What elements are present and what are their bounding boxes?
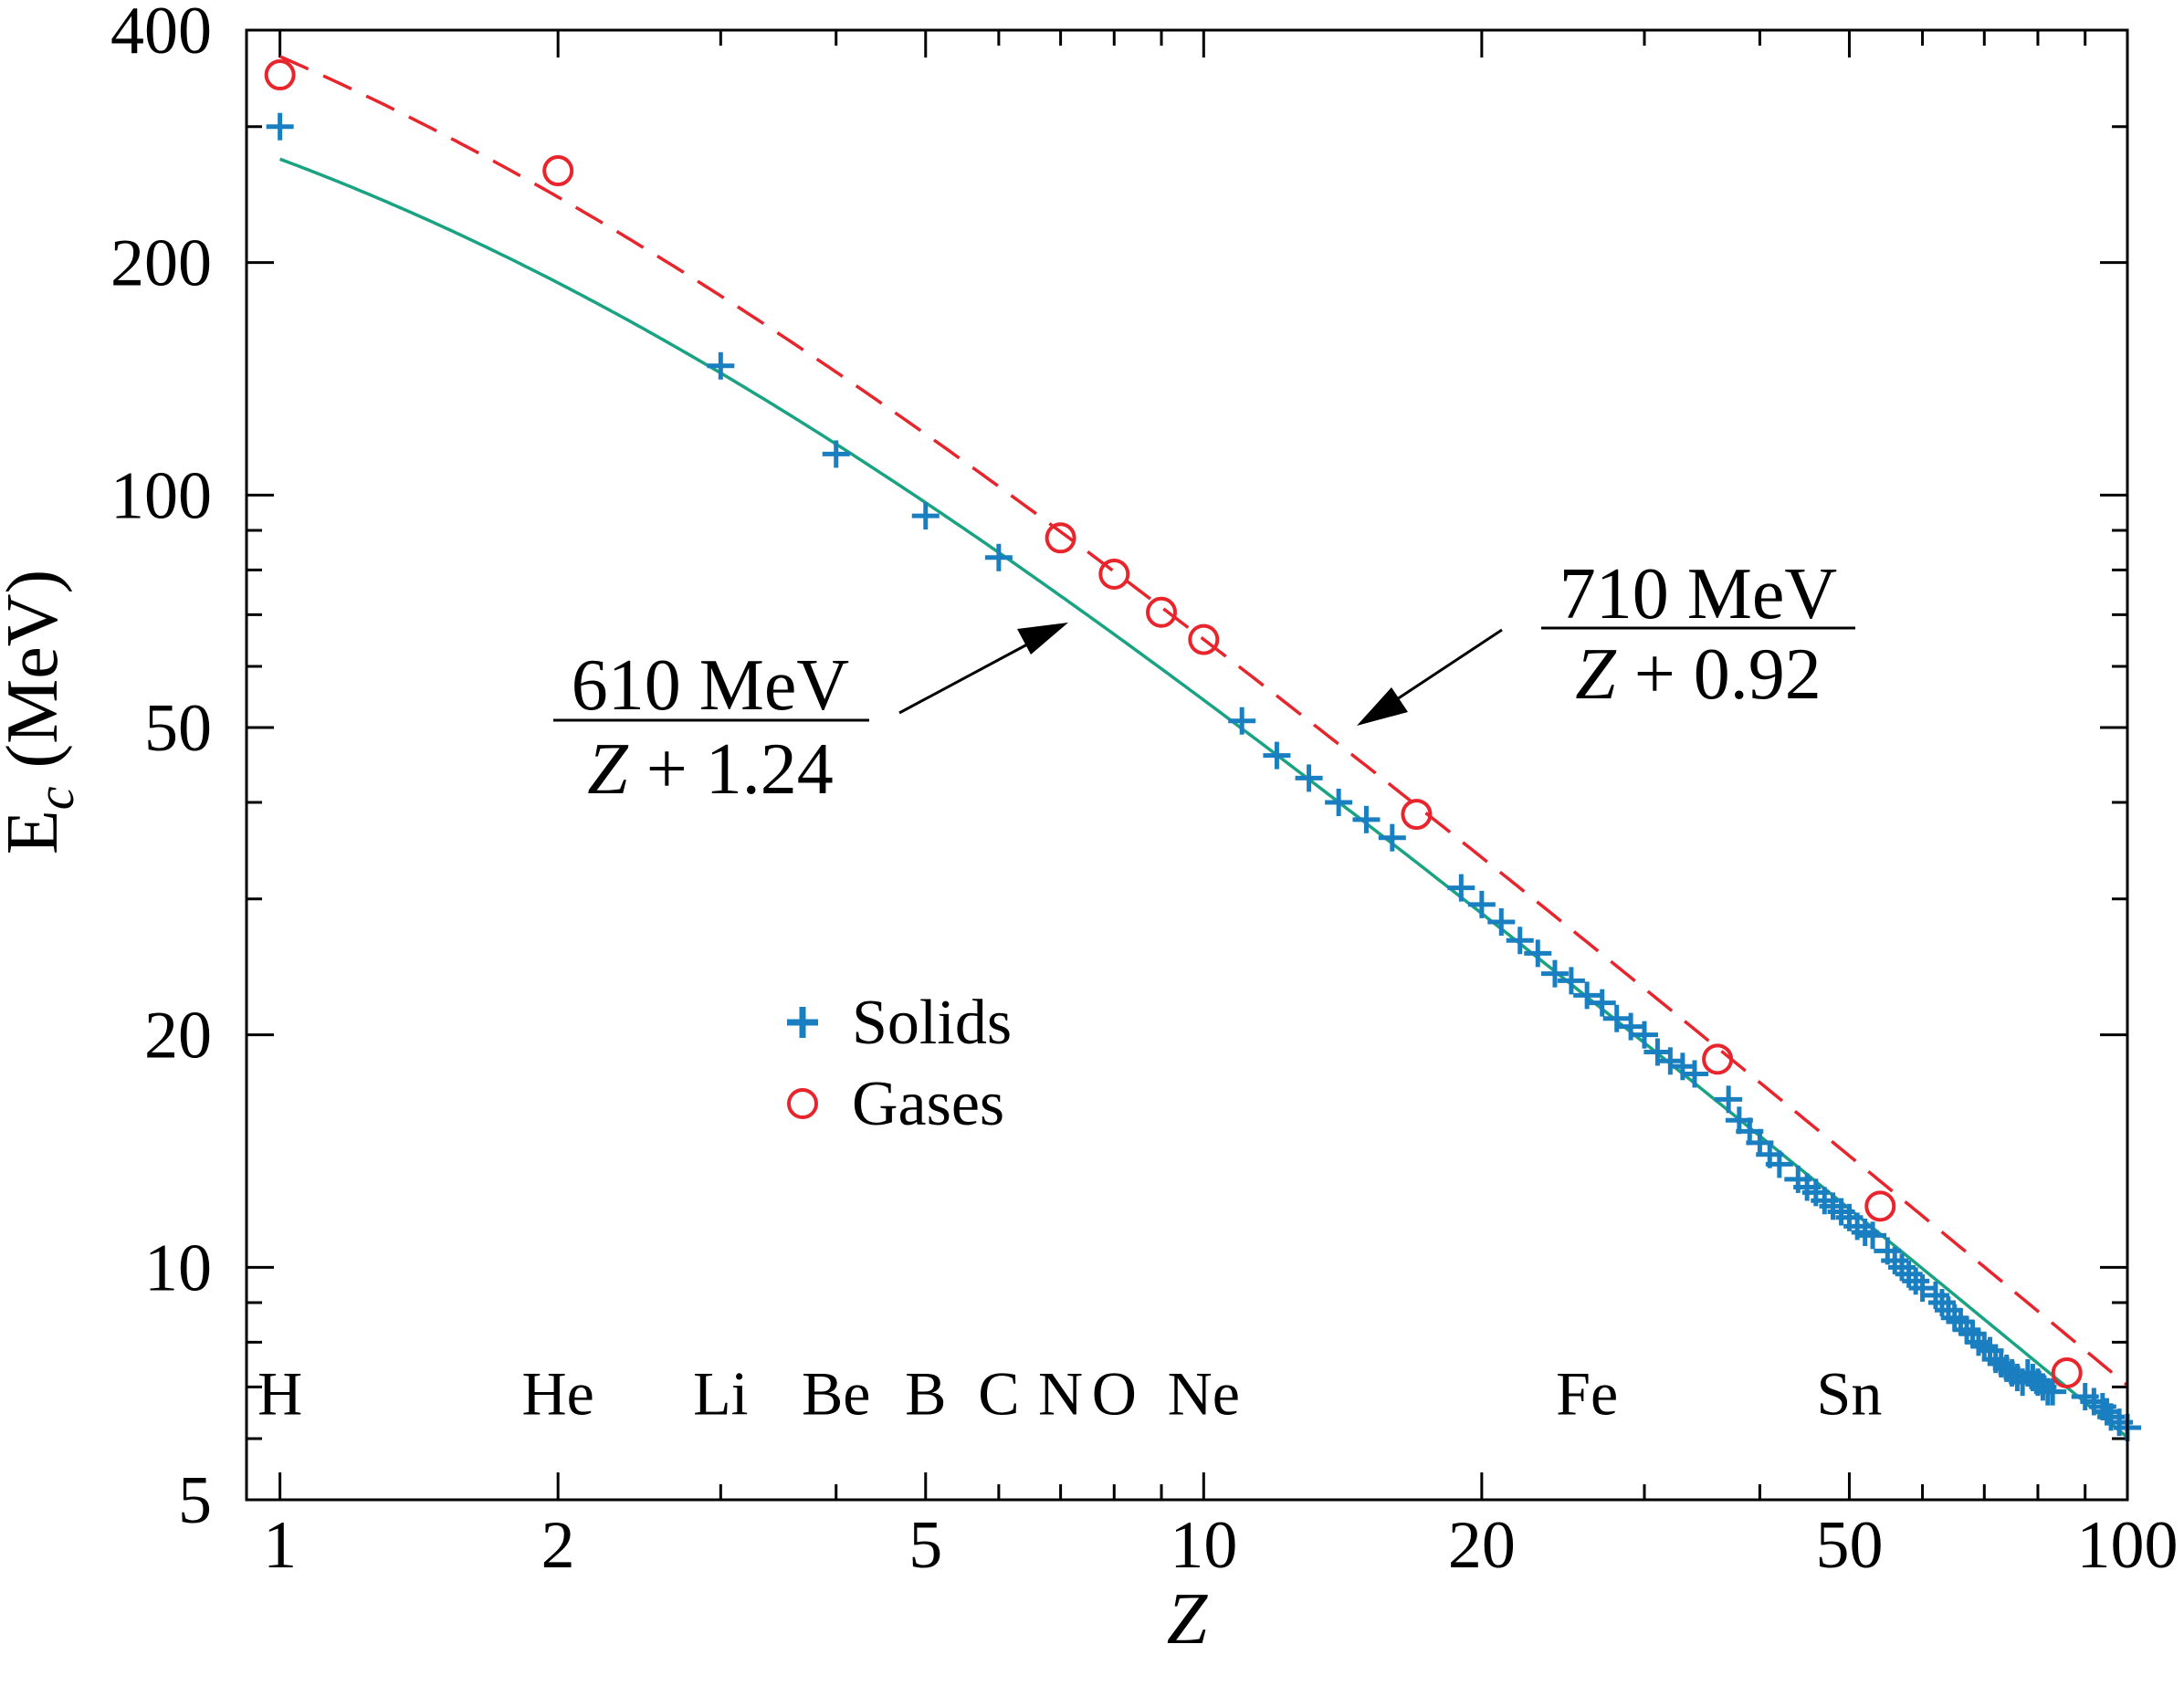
solids-point <box>984 543 1013 571</box>
solids-point <box>822 440 850 468</box>
element-label-be: Be <box>802 1359 871 1429</box>
tick-labels: 1 2 5 10 20 50 100 5 10 20 50 100 200 400 <box>110 0 2179 1583</box>
y-tick-label: 20 <box>144 999 212 1073</box>
x-tick-label: 100 <box>2077 1508 2179 1583</box>
y-tick-label: 400 <box>110 0 212 68</box>
gases-point <box>1188 623 1220 655</box>
solids-formula-denominator: Z + 1.24 <box>587 729 834 810</box>
x-axis-title: Z <box>1167 1579 1209 1660</box>
gases-point <box>1098 558 1130 590</box>
solids-formula-annotation: 610 MeV Z + 1.24 <box>553 623 1068 810</box>
solids-point <box>1859 1221 1887 1250</box>
solids-point <box>1940 1304 1969 1332</box>
axis-ticks <box>247 28 2129 1502</box>
element-label-he: He <box>522 1359 594 1429</box>
element-label-b: B <box>905 1359 946 1429</box>
solids-point <box>1573 981 1601 1010</box>
element-label-c: C <box>978 1359 1019 1429</box>
solids-point <box>1352 805 1381 833</box>
gases-point <box>1146 596 1178 628</box>
solids-point <box>1295 764 1323 792</box>
gases-point <box>1702 1043 1734 1075</box>
element-label-li: Li <box>693 1359 748 1429</box>
gases-fit-line <box>278 55 2129 1387</box>
gases-formula-denominator: Z + 0.92 <box>1575 634 1822 715</box>
solids-point <box>1524 939 1552 968</box>
x-tick-label: 5 <box>908 1508 942 1583</box>
solids-point <box>1715 1085 1743 1114</box>
solids-point <box>707 351 735 380</box>
y-tick-label: 200 <box>110 226 212 301</box>
y-tick-label: 100 <box>110 458 212 533</box>
solids-point <box>1602 1004 1631 1032</box>
solids-point <box>1656 1047 1685 1075</box>
solids-point <box>1557 967 1585 995</box>
solids-point <box>266 112 294 141</box>
gases-formula-annotation: 710 MeV Z + 0.92 <box>1357 554 1855 726</box>
solids-point <box>1953 1315 1981 1344</box>
solids-point <box>1447 874 1475 902</box>
solids-point <box>1540 959 1569 988</box>
y-axis-title: Ec (MeV) <box>0 570 85 854</box>
element-label-o: O <box>1092 1359 1137 1429</box>
solids-point <box>1506 927 1534 955</box>
solids-formula-numerator: 610 MeV <box>572 645 849 726</box>
solids-formula-arrow <box>898 643 1028 715</box>
legend-marker-gases <box>787 1088 818 1119</box>
solids-point <box>1681 1060 1709 1088</box>
solids-formula-arrowhead <box>1017 623 1068 655</box>
x-tick-label: 10 <box>1170 1508 1237 1583</box>
gases-point <box>2051 1356 2083 1388</box>
x-tick-label: 20 <box>1448 1508 1516 1583</box>
gases-point <box>1864 1190 1896 1222</box>
element-label-ne: Ne <box>1168 1359 1240 1429</box>
legend: Solids Gases <box>787 988 1012 1139</box>
element-label-h: H <box>257 1359 302 1429</box>
x-tick-label: 50 <box>1815 1508 1883 1583</box>
element-label-sn: Sn <box>1817 1359 1883 1429</box>
y-tick-label: 5 <box>178 1463 212 1538</box>
gases-formula-numerator: 710 MeV <box>1559 554 1837 634</box>
x-tick-label: 2 <box>541 1508 575 1583</box>
solids-point <box>1588 989 1616 1017</box>
plot-frame <box>245 28 2129 1502</box>
solids-point <box>1487 908 1516 937</box>
gases-point <box>1045 522 1076 554</box>
solids-point <box>1467 890 1496 918</box>
solids-point <box>1325 788 1353 816</box>
data-markers <box>264 59 2141 1441</box>
legend-label-solids: Solids <box>852 988 1012 1058</box>
solids-point <box>911 502 940 530</box>
solids-point <box>1378 823 1406 852</box>
gases-point <box>264 59 296 91</box>
element-labels: H He Li Be B C N O Ne Fe Sn <box>257 1359 1882 1429</box>
solids-point <box>1228 707 1256 735</box>
y-tick-label: 10 <box>144 1230 212 1305</box>
legend-label-gases: Gases <box>852 1069 1004 1139</box>
solids-point <box>2039 1377 2067 1406</box>
element-label-fe: Fe <box>1556 1359 1618 1429</box>
solids-point <box>1631 1021 1659 1049</box>
y-tick-label: 50 <box>144 691 212 766</box>
gases-formula-arrowhead <box>1357 687 1408 726</box>
element-label-n: N <box>1038 1359 1083 1429</box>
gases-formula-arrow <box>1396 628 1503 701</box>
solids-fit-line <box>278 157 2129 1439</box>
gases-point <box>542 155 574 187</box>
solids-point <box>1263 741 1291 770</box>
fit-lines <box>278 55 2129 1439</box>
gases-point <box>1401 799 1433 831</box>
x-tick-label: 1 <box>263 1508 297 1583</box>
legend-marker-solids <box>787 1007 818 1038</box>
solids-point <box>1765 1150 1793 1178</box>
